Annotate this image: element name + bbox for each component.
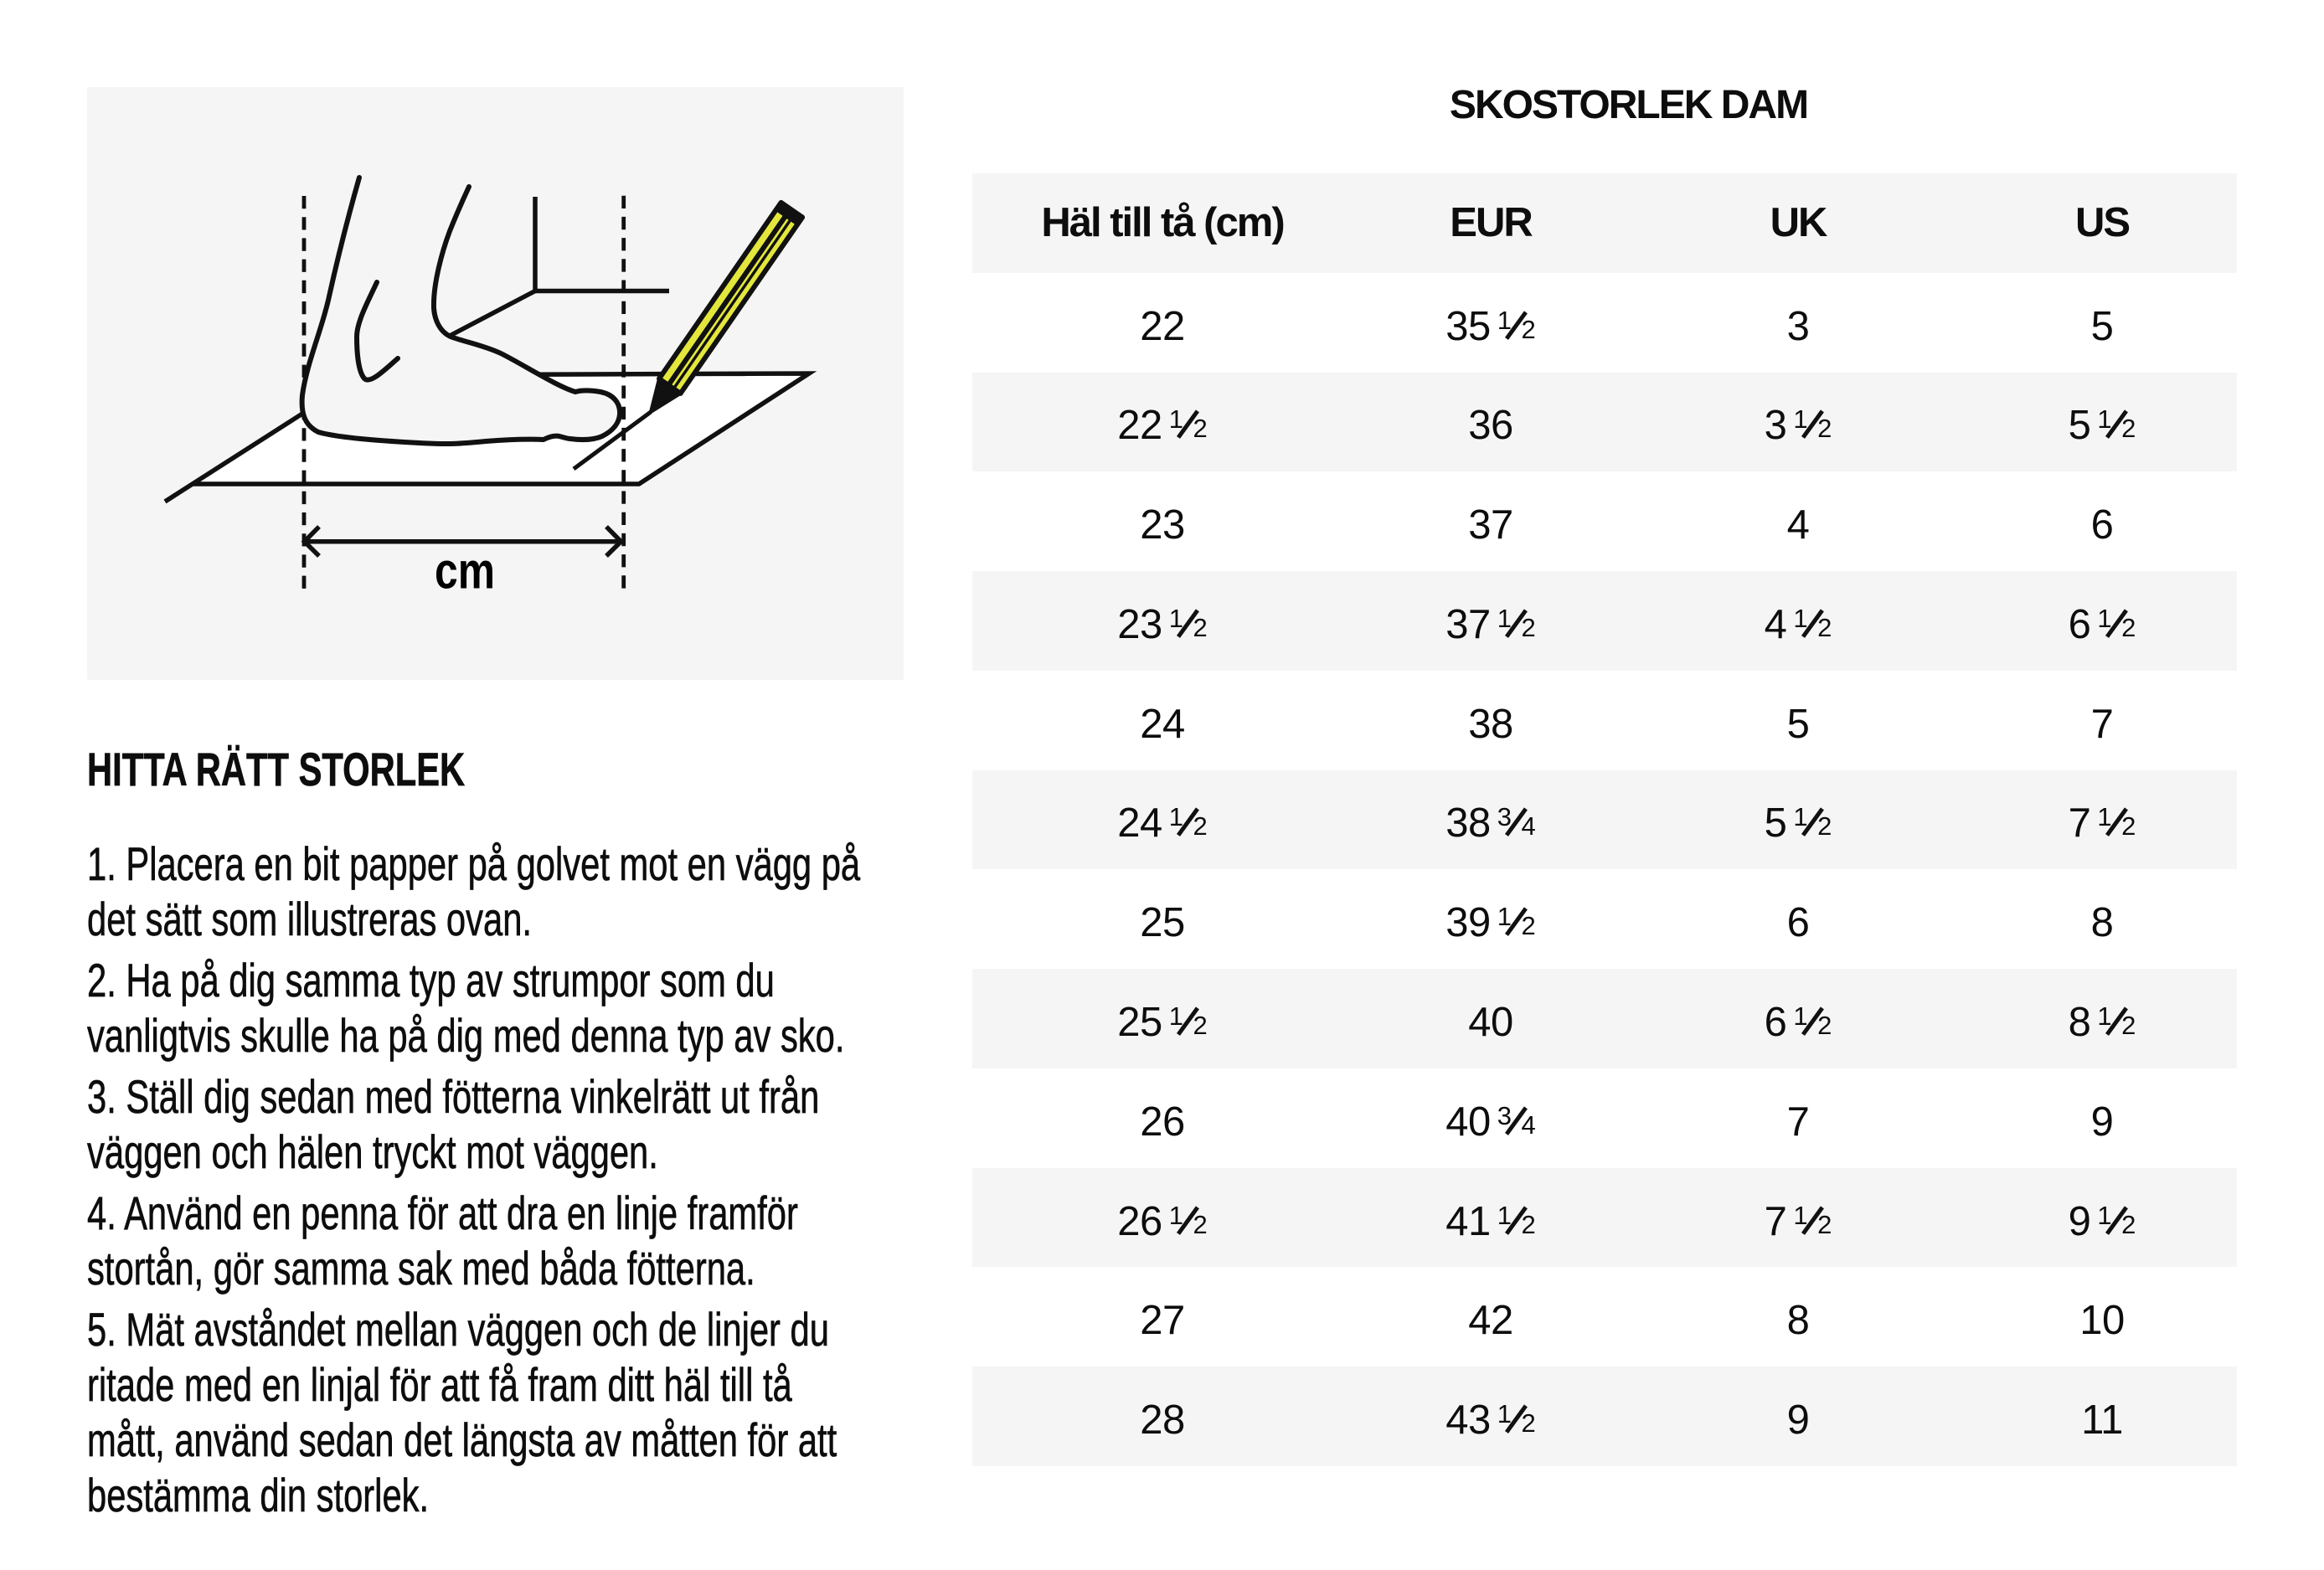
svg-text:cm: cm bbox=[435, 543, 495, 600]
